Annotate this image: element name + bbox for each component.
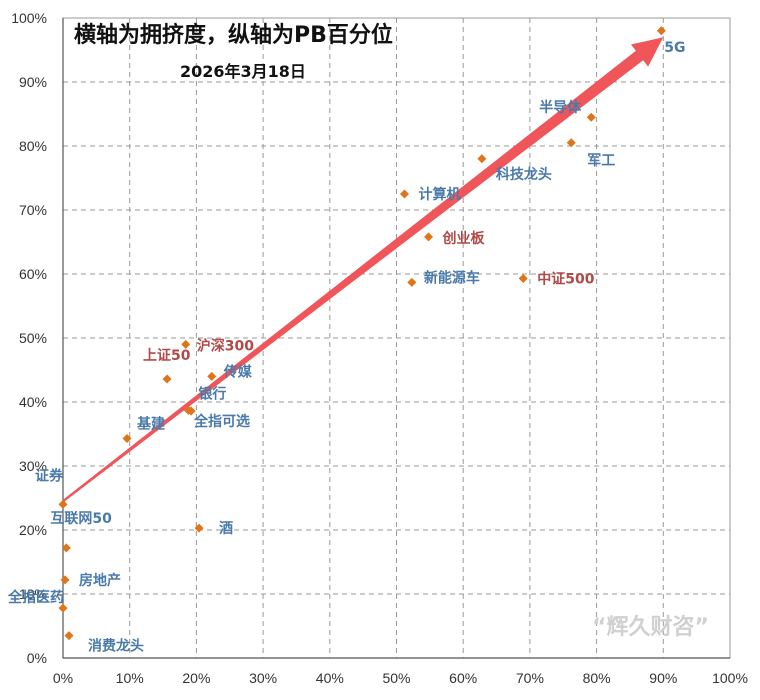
x-axis-ticks: 0% 10% 20% 30% 40% 50% 60% 70% 80% 90% 100%: [53, 670, 748, 686]
x-tick-label: 50%: [382, 670, 410, 686]
data-label: 上证50: [143, 348, 191, 364]
y-tick-label: 30%: [19, 458, 47, 474]
x-tick-label: 60%: [449, 670, 477, 686]
data-point: [424, 232, 434, 242]
watermark: “辉久财咨”: [592, 614, 709, 640]
y-tick-label: 40%: [19, 394, 47, 410]
y-tick-label: 70%: [19, 202, 47, 218]
data-point: [60, 575, 70, 585]
data-point: [162, 374, 172, 384]
y-tick-label: 50%: [19, 330, 47, 346]
data-point: [58, 603, 68, 613]
data-point: [61, 543, 71, 553]
data-point: [586, 112, 596, 122]
y-tick-label: 0%: [27, 650, 47, 666]
data-label: 互联网50: [50, 511, 112, 527]
data-label: 全指可选: [193, 413, 250, 430]
data-points: [58, 26, 666, 641]
x-tick-label: 10%: [116, 670, 144, 686]
x-tick-label: 90%: [649, 670, 677, 686]
data-label: 沪深300: [197, 337, 254, 354]
chart-subtitle: 2026年3月18日: [180, 62, 306, 81]
data-label: 酒: [219, 521, 233, 537]
y-tick-label: 10%: [19, 586, 47, 602]
gridlines: [63, 18, 730, 658]
data-label: 半导体: [539, 99, 582, 116]
data-point: [122, 433, 132, 443]
x-tick-label: 0%: [53, 670, 73, 686]
x-tick-label: 100%: [712, 670, 748, 686]
data-point: [186, 406, 196, 416]
data-label: 计算机: [419, 186, 461, 203]
data-label: 基建: [137, 415, 165, 432]
y-tick-label: 80%: [19, 138, 47, 154]
data-label: 科技龙头: [496, 166, 552, 183]
data-label: 房地产: [79, 572, 121, 589]
y-tick-label: 60%: [19, 266, 47, 282]
data-label: 新能源车: [424, 269, 480, 286]
data-label: 5G: [664, 40, 685, 56]
data-point: [181, 339, 191, 349]
x-tick-label: 70%: [516, 670, 544, 686]
x-tick-label: 40%: [316, 670, 344, 686]
data-label: 银行: [198, 385, 226, 402]
chart-title: 横轴为拥挤度，纵轴为PB百分位: [74, 22, 393, 48]
x-tick-label: 20%: [182, 670, 210, 686]
y-tick-label: 90%: [19, 74, 47, 90]
trend-arrow-shape: [62, 37, 664, 503]
data-point: [477, 154, 487, 164]
data-point: [400, 189, 410, 199]
data-label: 消费龙头: [88, 638, 144, 655]
data-label: 传媒: [223, 363, 253, 380]
data-point: [566, 138, 576, 148]
data-point: [194, 523, 204, 533]
data-label: 中证500: [537, 270, 594, 287]
y-tick-label: 20%: [19, 522, 47, 538]
data-point: [207, 371, 217, 381]
data-label: 创业板: [442, 230, 486, 247]
data-point: [407, 277, 417, 287]
y-tick-label: 100%: [11, 10, 47, 26]
trend-arrow: [62, 37, 664, 503]
data-point: [58, 499, 68, 509]
data-point: [518, 273, 528, 283]
x-tick-label: 80%: [583, 670, 611, 686]
axes: [62, 17, 731, 659]
data-label: 军工: [587, 153, 615, 169]
data-point: [64, 631, 74, 641]
x-tick-label: 30%: [249, 670, 277, 686]
data-point: [656, 26, 666, 36]
data-label: 证券: [35, 467, 64, 484]
data-label: 全指医药: [7, 589, 64, 606]
y-axis-ticks: 0% 10% 20% 30% 40% 50% 60% 70% 80% 90% 100%: [11, 10, 47, 666]
